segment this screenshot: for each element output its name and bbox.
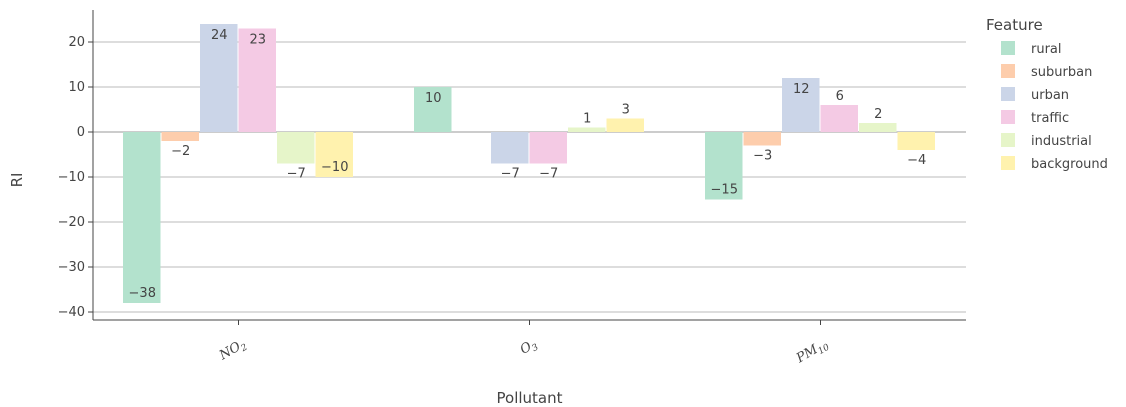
bar-background-no2[interactable] <box>315 132 354 177</box>
bar-labels-group: −38 −2 24 23 −7 −10 10 −7 −7 1 3 −15 −3 12 6 2 −4 <box>129 28 927 301</box>
bar-value-label: 3 <box>622 103 630 118</box>
bar-value-label: 23 <box>249 33 266 48</box>
legend[interactable]: Feature rural suburban urban traffic industr… <box>986 16 1108 172</box>
bar-value-label: 12 <box>793 82 810 97</box>
bar-value-label: −7 <box>287 167 306 182</box>
legend-item-urban[interactable]: urban <box>1031 88 1069 103</box>
bar-value-label: 2 <box>874 107 882 122</box>
bar-industrial-o3[interactable] <box>568 127 606 133</box>
bar-suburban-no2[interactable] <box>161 132 200 141</box>
x-tick-label-pm10: PM10 <box>793 336 832 368</box>
legend-swatch-rural <box>1001 41 1015 55</box>
bar-rural-pm10[interactable] <box>705 132 743 200</box>
bar-background-pm10[interactable] <box>897 132 936 150</box>
legend-item-background[interactable]: background <box>1031 157 1108 172</box>
bar-urban-o3[interactable] <box>491 132 529 164</box>
bar-industrial-pm10[interactable] <box>859 123 897 132</box>
bar-urban-no2[interactable] <box>200 24 238 132</box>
legend-swatch-traffic <box>1001 110 1015 124</box>
bar-value-label: 24 <box>211 28 228 43</box>
bar-value-label: −3 <box>753 149 772 164</box>
y-tick-label: 0 <box>77 125 85 140</box>
bar-value-label: −10 <box>321 160 348 175</box>
y-tick-label: −40 <box>58 305 85 320</box>
y-tick-label: 10 <box>68 80 85 95</box>
bar-value-label: −2 <box>171 144 190 159</box>
bar-urban-pm10[interactable] <box>782 78 820 132</box>
bar-value-label: −15 <box>711 183 738 198</box>
bar-value-label: 1 <box>583 112 591 127</box>
x-tick-label-no2: NO2 <box>216 336 250 365</box>
bar-industrial-no2[interactable] <box>277 132 315 164</box>
x-axis-ticks: NO2 O3 PM10 <box>216 320 832 368</box>
bar-traffic-pm10[interactable] <box>820 105 859 132</box>
legend-swatch-industrial <box>1001 133 1015 147</box>
x-tick-label-o3: O3 <box>518 336 541 359</box>
legend-swatch-suburban <box>1001 64 1015 78</box>
bar-value-label: −4 <box>907 153 926 168</box>
legend-swatch-background <box>1001 156 1015 170</box>
bar-value-label: 10 <box>425 91 442 106</box>
bar-rural-o3[interactable] <box>414 87 452 132</box>
bar-suburban-pm10[interactable] <box>743 132 782 146</box>
y-axis-title: RI <box>8 173 26 188</box>
bar-background-o3[interactable] <box>606 118 645 133</box>
bar-traffic-o3[interactable] <box>529 132 568 164</box>
bar-value-label: −7 <box>501 167 520 182</box>
x-axis-title: Pollutant <box>497 389 563 407</box>
legend-swatch-urban <box>1001 87 1015 101</box>
y-tick-label: −30 <box>58 260 85 275</box>
bars-group <box>123 24 935 303</box>
legend-item-suburban[interactable]: suburban <box>1031 65 1092 80</box>
y-tick-label: −20 <box>58 215 85 230</box>
y-axis-ticks: 20 10 0 −10 −20 −30 −40 <box>58 35 93 320</box>
legend-item-rural[interactable]: rural <box>1031 42 1062 57</box>
bar-value-label: −38 <box>129 286 156 301</box>
bar-traffic-no2[interactable] <box>238 28 277 133</box>
bar-value-label: 6 <box>836 89 844 104</box>
legend-item-traffic[interactable]: traffic <box>1031 111 1069 126</box>
y-tick-label: 20 <box>68 35 85 50</box>
legend-item-industrial[interactable]: industrial <box>1031 134 1092 149</box>
bar-value-label: −7 <box>539 167 558 182</box>
y-tick-label: −10 <box>58 170 85 185</box>
legend-items: rural suburban urban traffic industrial backg… <box>1001 41 1108 172</box>
legend-title: Feature <box>986 16 1043 34</box>
bar-rural-no2[interactable] <box>123 132 161 303</box>
